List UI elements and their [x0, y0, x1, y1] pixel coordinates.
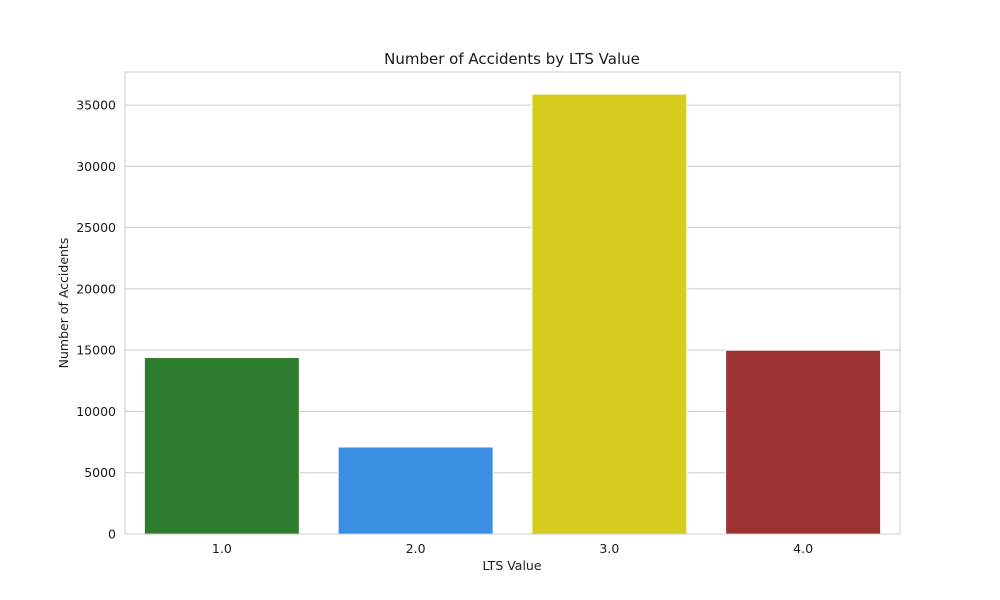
bar-3-0	[531, 93, 688, 535]
x-axis-label: LTS Value	[482, 558, 541, 573]
x-tick-label: 3.0	[599, 541, 619, 556]
y-tick-label: 10000	[76, 404, 116, 419]
y-tick-label: 35000	[76, 98, 116, 113]
chart-title: Number of Accidents by LTS Value	[384, 50, 640, 68]
y-tick-labels: 0 5000 10000 15000 20000 25000 30000 35000	[76, 98, 116, 542]
y-tick-label: 30000	[76, 159, 116, 174]
y-axis-label: Number of Accidents	[56, 238, 71, 369]
y-tick-label: 0	[108, 527, 116, 542]
plot-frame	[124, 71, 901, 535]
x-tick-label: 1.0	[212, 541, 232, 556]
x-tick-labels: 1.0 2.0 3.0 4.0	[212, 541, 813, 556]
bar-4-0	[725, 349, 882, 535]
bar-1-0	[143, 357, 300, 535]
x-tick-label: 2.0	[406, 541, 426, 556]
y-tick-label: 20000	[76, 281, 116, 296]
y-tick-label: 15000	[76, 343, 116, 358]
bars	[143, 93, 882, 535]
y-tick-label: 25000	[76, 220, 116, 235]
y-tick-label: 5000	[84, 465, 116, 480]
bar-2-0	[337, 446, 494, 535]
x-tick-label: 4.0	[793, 541, 813, 556]
